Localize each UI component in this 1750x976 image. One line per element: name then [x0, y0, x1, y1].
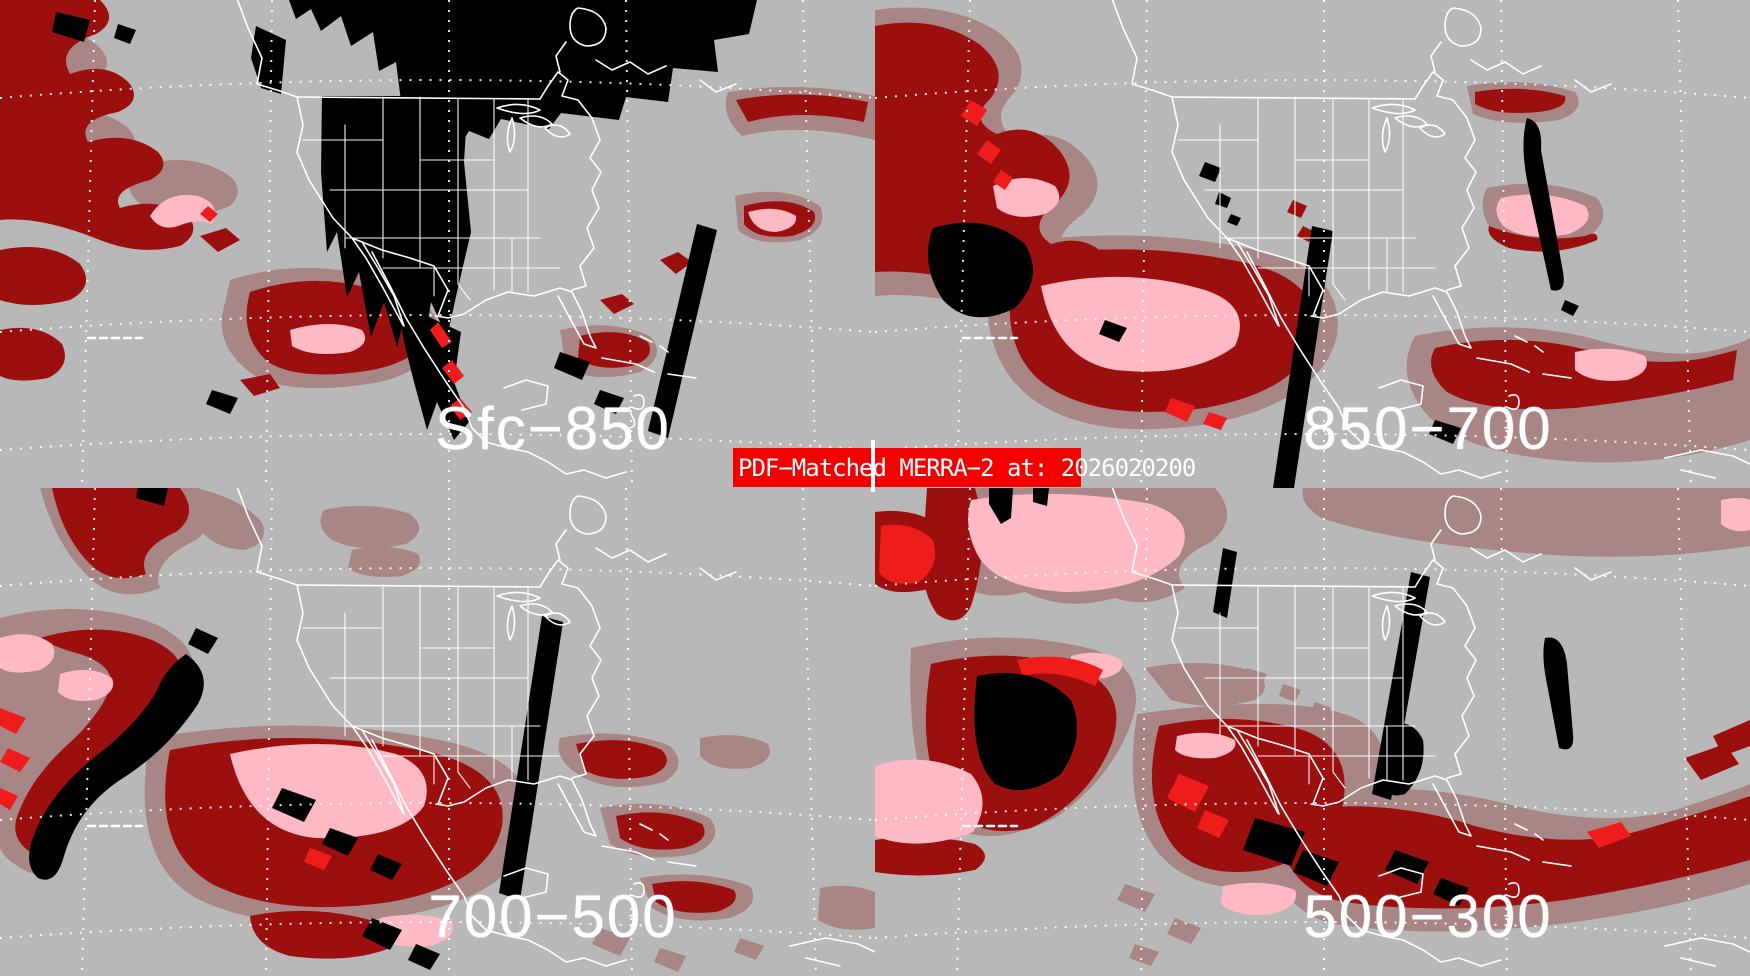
map-art-700-500 [0, 488, 875, 976]
timestamp-banner: PDF−Matched MERRA−2 at: 2026020200 [733, 448, 1196, 487]
map-panel-sfc-850: Sfc−850 [0, 0, 875, 488]
map-art-850-700 [875, 0, 1750, 488]
map-panel-850-700: 850−700 [875, 0, 1750, 488]
map-panel-700-500: 700−500 [0, 488, 875, 976]
panel-label-500-300: 500−300 [1303, 883, 1553, 950]
panel-label-850-700: 850−700 [1303, 395, 1553, 462]
map-art-500-300 [875, 488, 1750, 976]
panel-seam-line [871, 440, 875, 492]
panel-label-sfc-850: Sfc−850 [435, 395, 671, 462]
timestamp-banner-text: PDF−Matched MERRA−2 at: 2026020200 [738, 453, 1196, 482]
map-panel-500-300: 500−300 [875, 488, 1750, 976]
panel-label-700-500: 700−500 [428, 883, 678, 950]
map-art-sfc-850 [0, 0, 875, 488]
